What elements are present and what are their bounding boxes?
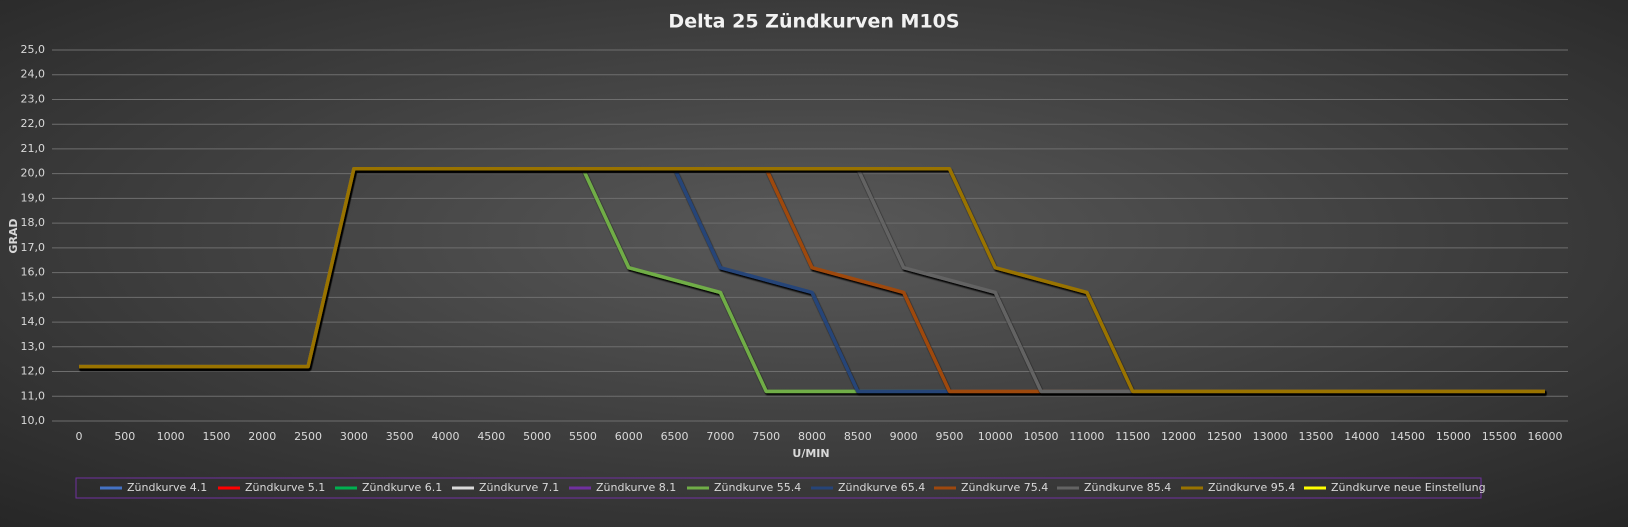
legend-label: Zündkurve 85.4 xyxy=(1084,481,1171,494)
y-tick-label: 13,0 xyxy=(21,340,46,353)
legend-label: Zündkurve 6.1 xyxy=(362,481,442,494)
x-tick-label: 8000 xyxy=(798,430,826,443)
x-tick-label: 3000 xyxy=(340,430,368,443)
x-tick-label: 1500 xyxy=(202,430,230,443)
x-tick-label: 4500 xyxy=(477,430,505,443)
y-tick-label: 20,0 xyxy=(21,167,46,180)
series-line xyxy=(79,166,1545,394)
x-tick-label: 13000 xyxy=(1253,430,1288,443)
x-tick-label: 6000 xyxy=(615,430,643,443)
y-tick-label: 21,0 xyxy=(21,142,46,155)
x-tick-label: 7500 xyxy=(752,430,780,443)
x-tick-label: 10000 xyxy=(978,430,1013,443)
x-tick-label: 14500 xyxy=(1390,430,1425,443)
y-tick-label: 12,0 xyxy=(21,365,46,378)
y-tick-label: 16,0 xyxy=(21,266,46,279)
x-tick-label: 2000 xyxy=(248,430,276,443)
x-axis-label: U/MIN xyxy=(792,447,829,460)
x-tick-label: 11000 xyxy=(1069,430,1104,443)
y-tick-label: 24,0 xyxy=(21,68,46,81)
legend-label: Zündkurve 55.4 xyxy=(714,481,801,494)
y-tick-label: 18,0 xyxy=(21,216,46,229)
x-tick-label: 2500 xyxy=(294,430,322,443)
x-tick-label: 10500 xyxy=(1024,430,1059,443)
x-tick-label: 500 xyxy=(114,430,135,443)
chart-title: Delta 25 Zündkurven M10S xyxy=(668,11,959,33)
legend-label: Zündkurve 75.4 xyxy=(961,481,1048,494)
legend-label: Zündkurve 8.1 xyxy=(596,481,676,494)
legend-label: Zündkurve 95.4 xyxy=(1208,481,1295,494)
x-tick-label: 11500 xyxy=(1115,430,1150,443)
x-tick-label: 13500 xyxy=(1298,430,1333,443)
x-tick-label: 0 xyxy=(76,430,83,443)
x-tick-label: 4000 xyxy=(432,430,460,443)
legend-label: Zündkurve 4.1 xyxy=(127,481,207,494)
x-tick-label: 16000 xyxy=(1528,430,1563,443)
x-tick-label: 3500 xyxy=(386,430,414,443)
x-tick-label: 7000 xyxy=(706,430,734,443)
y-tick-label: 11,0 xyxy=(21,389,46,402)
y-tick-label: 23,0 xyxy=(21,92,46,105)
x-tick-label: 5500 xyxy=(569,430,597,443)
legend-box xyxy=(75,477,1482,499)
legend-label: Zündkurve 7.1 xyxy=(479,481,559,494)
y-tick-label: 14,0 xyxy=(21,315,46,328)
x-tick-label: 15500 xyxy=(1482,430,1517,443)
x-tick-label: 9500 xyxy=(935,430,963,443)
y-tick-label: 17,0 xyxy=(21,241,46,254)
x-tick-label: 12500 xyxy=(1207,430,1242,443)
legend-label: Zündkurve 65.4 xyxy=(838,481,925,494)
x-tick-label: 1000 xyxy=(157,430,185,443)
y-tick-label: 25,0 xyxy=(21,43,46,56)
x-tick-label: 8500 xyxy=(844,430,872,443)
x-tick-label: 5000 xyxy=(523,430,551,443)
y-tick-label: 22,0 xyxy=(21,117,46,130)
x-tick-label: 14000 xyxy=(1344,430,1379,443)
legend-label: Zündkurve 5.1 xyxy=(245,481,325,494)
legend-label: Zündkurve neue Einstellung xyxy=(1331,481,1486,494)
y-tick-label: 10,0 xyxy=(21,414,46,427)
x-tick-label: 12000 xyxy=(1161,430,1196,443)
y-axis-label: GRAD xyxy=(7,218,20,253)
y-tick-label: 15,0 xyxy=(21,290,46,303)
y-tick-label: 19,0 xyxy=(21,191,46,204)
x-tick-label: 9000 xyxy=(890,430,918,443)
x-tick-label: 6500 xyxy=(661,430,689,443)
x-tick-label: 15000 xyxy=(1436,430,1471,443)
